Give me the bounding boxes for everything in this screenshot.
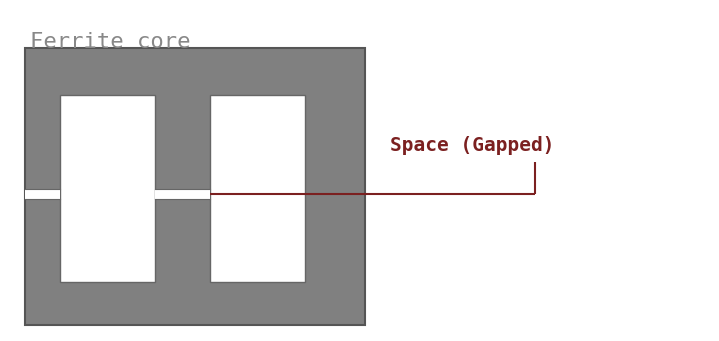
Bar xyxy=(155,189,210,199)
Bar xyxy=(25,48,365,325)
Bar xyxy=(60,95,155,282)
Bar xyxy=(210,95,305,282)
Text: Space (Gapped): Space (Gapped) xyxy=(390,136,554,155)
Bar xyxy=(25,189,60,199)
Text: Ferrite core: Ferrite core xyxy=(30,32,191,52)
